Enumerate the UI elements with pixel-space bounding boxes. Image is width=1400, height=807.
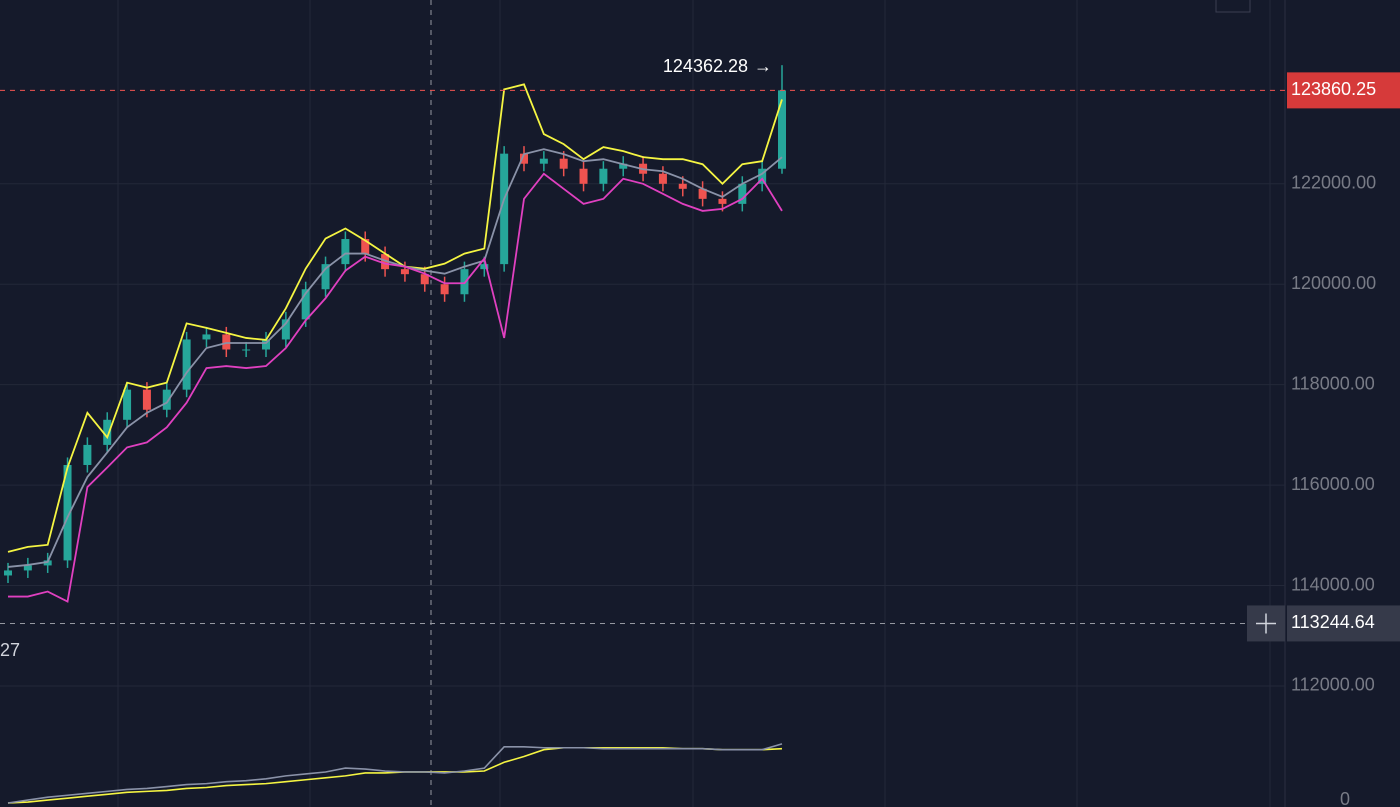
candle-body bbox=[520, 153, 528, 164]
candle-body bbox=[500, 153, 509, 265]
candle-body bbox=[381, 254, 390, 270]
candle-body bbox=[4, 570, 12, 576]
crosshair-date-label: 27 bbox=[0, 640, 20, 660]
high-arrow: → bbox=[754, 56, 772, 76]
candle-body bbox=[400, 269, 409, 275]
candle-body bbox=[579, 168, 588, 184]
candle-body bbox=[480, 264, 489, 270]
candle-body bbox=[341, 239, 350, 265]
candle-body bbox=[281, 319, 290, 340]
candle-body bbox=[83, 444, 92, 465]
candle-body bbox=[103, 419, 112, 445]
crosshair-price-box bbox=[1287, 605, 1400, 642]
candle-body bbox=[43, 560, 52, 566]
candle-body bbox=[202, 334, 211, 340]
y-tick-label: 116000.00 bbox=[1291, 474, 1375, 494]
lower-y-tick-label: 0 bbox=[1340, 789, 1350, 807]
crosshair-price-label: 113244.64 bbox=[1291, 612, 1375, 632]
candle-body bbox=[420, 274, 429, 285]
band-line bbox=[7, 83, 783, 553]
high-label: 124362.28 bbox=[663, 56, 748, 76]
toolbar-button[interactable] bbox=[1215, 0, 1251, 13]
last-price-label: 123860.25 bbox=[1291, 79, 1376, 99]
crosshair-plus-icon bbox=[1256, 613, 1276, 634]
candle-body bbox=[658, 173, 667, 184]
candle-body bbox=[321, 264, 330, 290]
y-tick-label: 120000.00 bbox=[1291, 273, 1376, 293]
candle-body bbox=[262, 339, 270, 350]
candle-body bbox=[559, 158, 568, 169]
candle-body bbox=[242, 349, 251, 351]
band-line bbox=[8, 172, 783, 603]
indicator-line bbox=[7, 746, 783, 804]
candle-body bbox=[23, 565, 32, 571]
candle-body bbox=[619, 163, 628, 169]
candle-body bbox=[778, 90, 786, 169]
indicator-line bbox=[7, 743, 783, 804]
candle-body bbox=[460, 269, 469, 295]
candle-body bbox=[301, 289, 310, 320]
candle-body bbox=[698, 188, 707, 199]
candle-body bbox=[222, 334, 231, 350]
y-tick-label: 118000.00 bbox=[1291, 373, 1375, 393]
candle-body bbox=[738, 183, 747, 204]
candle-body bbox=[142, 389, 151, 410]
candle-body bbox=[123, 389, 132, 420]
candle-body bbox=[678, 183, 687, 189]
band-line bbox=[7, 148, 783, 568]
y-tick-label: 112000.00 bbox=[1291, 675, 1375, 695]
candle-body bbox=[63, 464, 72, 561]
candle-body bbox=[361, 239, 370, 255]
candle-body bbox=[539, 158, 548, 164]
y-tick-label: 114000.00 bbox=[1291, 574, 1375, 594]
candle-body bbox=[599, 168, 608, 184]
candle-body bbox=[758, 168, 767, 184]
candle-body bbox=[182, 339, 191, 390]
y-tick-label: 122000.00 bbox=[1291, 173, 1376, 193]
candle-body bbox=[162, 389, 171, 410]
vertical-grid bbox=[117, 0, 1271, 807]
candle-body bbox=[718, 198, 727, 204]
last-price-box bbox=[1287, 72, 1400, 109]
candle-body bbox=[440, 284, 449, 295]
